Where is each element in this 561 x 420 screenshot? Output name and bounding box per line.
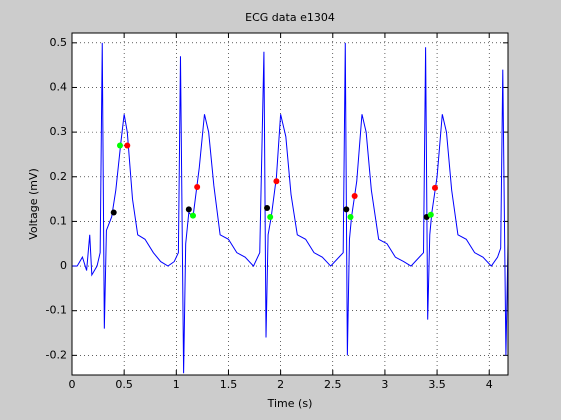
plot-area — [72, 33, 508, 375]
marker — [347, 213, 354, 220]
marker — [110, 209, 117, 216]
ecg-line — [72, 42, 508, 374]
x-tick-label: 0.5 — [115, 378, 133, 391]
y-tick-label: 0 — [60, 259, 67, 272]
marker — [273, 178, 280, 185]
marker — [267, 213, 274, 220]
marker — [194, 184, 201, 191]
x-tick-label: 3 — [381, 378, 388, 391]
x-tick-label: 3.5 — [428, 378, 446, 391]
marker — [189, 212, 196, 219]
y-tick-label: 0.4 — [50, 80, 68, 93]
marker — [185, 206, 192, 213]
y-tick-label: -0.1 — [46, 304, 67, 317]
y-axis-label: Voltage (mV) — [27, 168, 40, 240]
chart-title: ECG data e1304 — [245, 11, 335, 24]
x-axis-label: Time (s) — [267, 397, 313, 410]
x-tick-label: 0 — [69, 378, 76, 391]
y-tick-label: 0.2 — [50, 170, 68, 183]
axes-box — [71, 32, 509, 376]
y-tick-label: 0.3 — [50, 125, 68, 138]
marker — [431, 184, 438, 191]
marker — [116, 142, 123, 149]
x-tick-label: 1 — [173, 378, 180, 391]
marker — [351, 192, 358, 199]
y-tick-label: -0.2 — [46, 348, 67, 361]
y-tick-label: 0.5 — [50, 36, 68, 49]
marker — [264, 205, 271, 212]
x-tick-label: 2.5 — [324, 378, 342, 391]
x-tick-label: 2 — [277, 378, 284, 391]
y-tick-label: 0.1 — [50, 214, 68, 227]
x-tick-label: 4 — [486, 378, 493, 391]
marker — [343, 206, 350, 213]
marker — [124, 142, 131, 149]
marker — [427, 211, 434, 218]
x-tick-label: 1.5 — [220, 378, 238, 391]
